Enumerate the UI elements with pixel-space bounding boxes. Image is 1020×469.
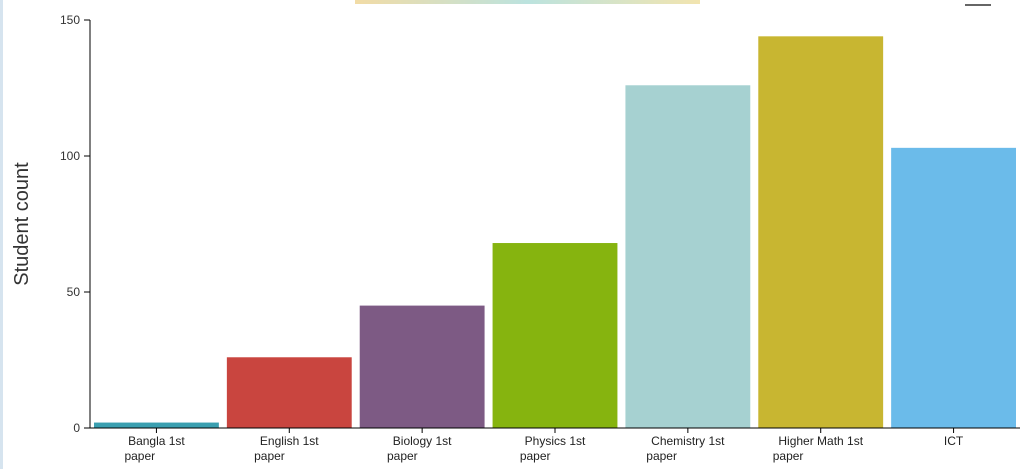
page-left-edge xyxy=(0,0,3,469)
y-axis: 0 50 100 150 xyxy=(60,13,91,435)
x-tick-label: ICT xyxy=(944,434,964,448)
bar[interactable] xyxy=(226,357,352,428)
y-axis-title: Student count xyxy=(11,162,33,286)
bar[interactable] xyxy=(94,422,219,428)
bar[interactable] xyxy=(625,85,751,428)
bar[interactable] xyxy=(492,243,618,428)
bar[interactable] xyxy=(758,36,884,428)
x-tick-label: Higher Math 1st paper xyxy=(773,434,864,463)
y-tick-label: 0 xyxy=(73,421,80,435)
y-tick-label: 100 xyxy=(60,149,80,163)
x-tick-label: Physics 1st paper xyxy=(520,434,586,463)
menu-icon[interactable] xyxy=(965,0,991,6)
x-tick-label: Chemistry 1st paper xyxy=(646,434,725,463)
x-tick-label: Biology 1st paper xyxy=(387,434,452,463)
clipped-title-remnant xyxy=(355,0,700,4)
y-tick-label: 50 xyxy=(67,285,81,299)
x-tick-label: Bangla 1st paper xyxy=(124,434,185,463)
x-axis: Bangla 1st paper English 1st paper Biology 1… xyxy=(90,427,1020,463)
bars xyxy=(94,36,1016,428)
bar[interactable] xyxy=(359,305,485,428)
y-tick-label: 150 xyxy=(60,13,80,27)
x-tick-label: English 1st paper xyxy=(254,434,319,463)
bar[interactable] xyxy=(891,147,1016,428)
